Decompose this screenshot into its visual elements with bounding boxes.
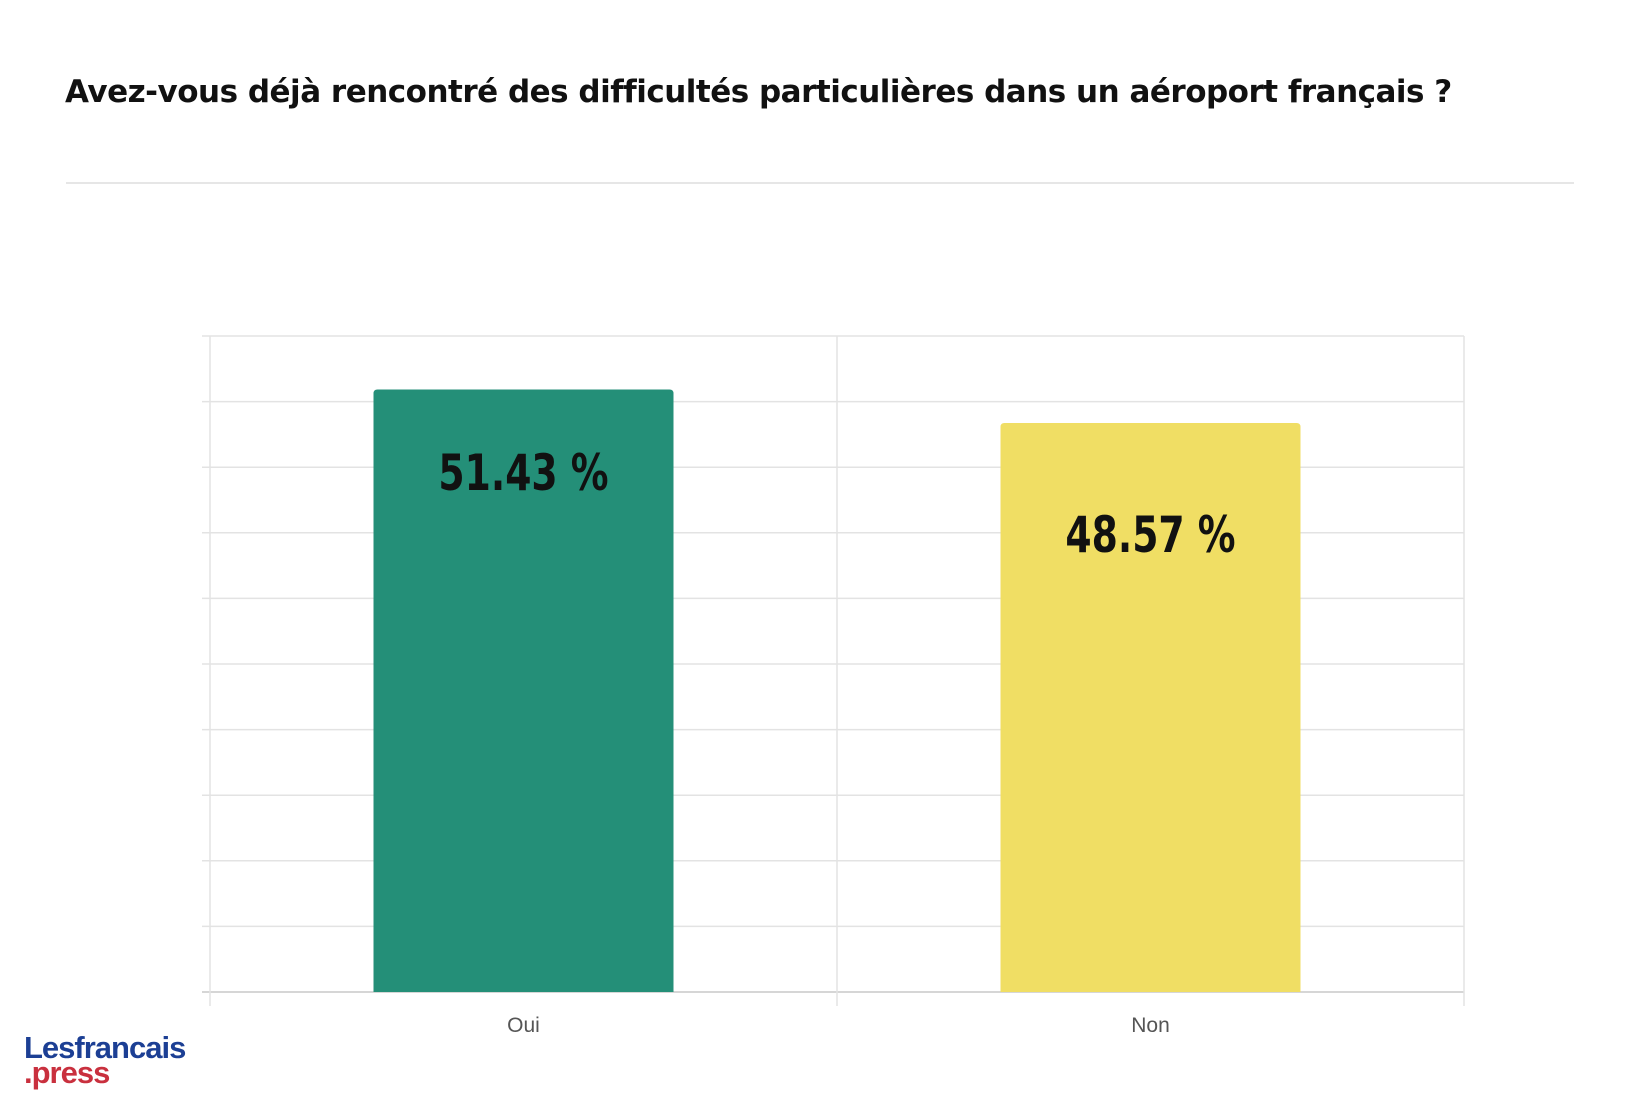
logo-text-secondary: .press	[24, 1055, 110, 1090]
value-label-oui: 51.43 %	[438, 445, 608, 502]
bar-oui	[373, 389, 674, 992]
chart-title: Avez-vous déjà rencontré des difficultés…	[65, 74, 1452, 110]
chart-labels: 51.43 % Oui 48.57 % Non	[438, 445, 1235, 1037]
title-divider	[66, 182, 1574, 184]
bar-non	[1000, 423, 1301, 993]
category-label-oui: Oui	[507, 1014, 540, 1037]
logo-text-primary: Lesfrancais	[24, 1030, 186, 1065]
category-label-non: Non	[1131, 1014, 1170, 1037]
chart-bars	[373, 389, 1301, 993]
lesfrancais-press-logo: Lesfrancais .press	[24, 1030, 186, 1090]
value-label-non: 48.57 %	[1065, 507, 1235, 564]
